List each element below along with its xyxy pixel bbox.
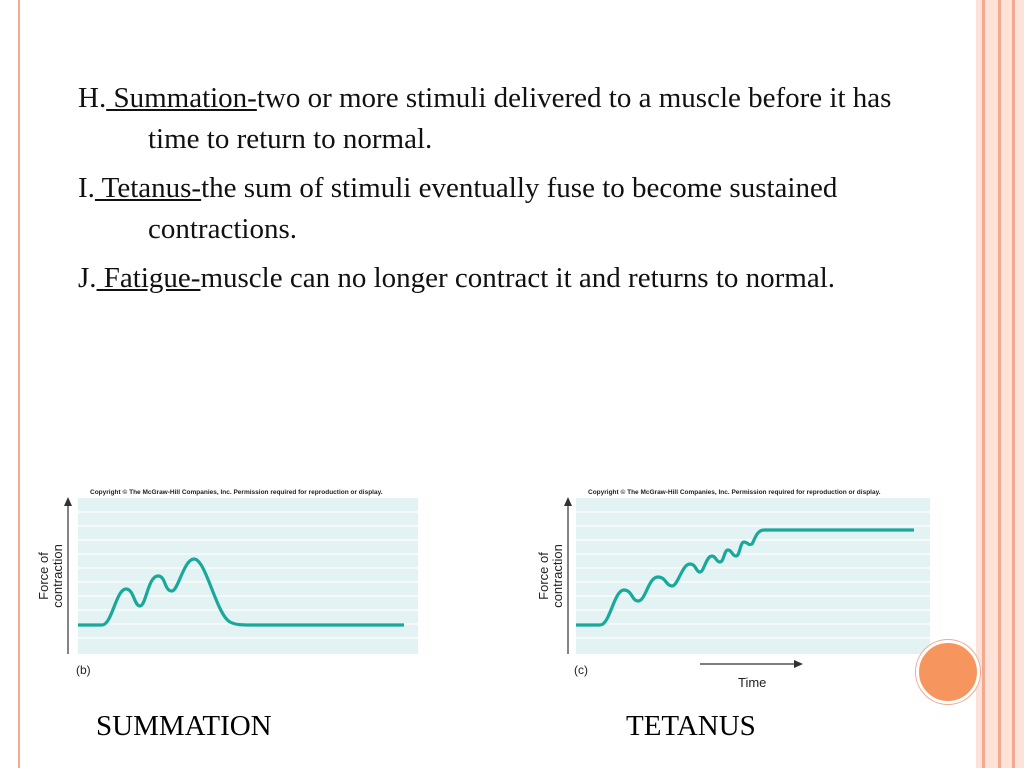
x-axis-label: Time bbox=[738, 675, 766, 690]
figure-summation: Copyright © The McGraw-Hill Companies, I… bbox=[30, 484, 430, 694]
y-axis-label: Force ofcontraction bbox=[536, 544, 565, 608]
tetanus-curve bbox=[576, 528, 914, 627]
term-tetanus: Tetanus- bbox=[94, 172, 202, 204]
definition-item-tetanus: I. Tetanus-the sum of stimuli eventually… bbox=[78, 168, 938, 250]
panel-label: (c) bbox=[574, 663, 588, 677]
term-summation: Summation- bbox=[106, 82, 257, 114]
right-border bbox=[976, 0, 1024, 768]
panel-label: (b) bbox=[76, 663, 91, 677]
summation-curve bbox=[78, 557, 404, 627]
definition-text: muscle can no longer contract it and ret… bbox=[200, 262, 836, 294]
item-marker: I. bbox=[78, 172, 95, 204]
plot-area bbox=[78, 498, 418, 654]
plot-area bbox=[576, 498, 930, 654]
time-axis-arrow bbox=[794, 660, 803, 668]
y-axis-arrow bbox=[64, 497, 72, 506]
term-fatigue: Fatigue- bbox=[96, 262, 201, 294]
definition-text: two or more stimuli delivered to a muscl… bbox=[148, 82, 892, 155]
definition-text: the sum of stimuli eventually fuse to be… bbox=[148, 172, 838, 245]
caption-summation: SUMMATION bbox=[96, 710, 272, 742]
item-marker: J. bbox=[78, 262, 97, 294]
definition-item-summation: H. Summation-two or more stimuli deliver… bbox=[78, 78, 938, 160]
figure-tetanus: Copyright © The McGraw-Hill Companies, I… bbox=[528, 484, 930, 694]
definition-list: H. Summation-two or more stimuli deliver… bbox=[78, 78, 938, 307]
copyright-notice: Copyright © The McGraw-Hill Companies, I… bbox=[588, 488, 881, 496]
y-axis-label: Force ofcontraction bbox=[36, 544, 65, 608]
y-axis-arrow bbox=[564, 497, 572, 506]
item-marker: H. bbox=[78, 82, 107, 114]
copyright-notice: Copyright © The McGraw-Hill Companies, I… bbox=[90, 488, 383, 496]
left-border bbox=[0, 0, 20, 768]
decorative-circle bbox=[916, 640, 980, 704]
definition-item-fatigue: J. Fatigue-muscle can no longer contract… bbox=[78, 258, 938, 299]
caption-tetanus: TETANUS bbox=[626, 710, 756, 742]
